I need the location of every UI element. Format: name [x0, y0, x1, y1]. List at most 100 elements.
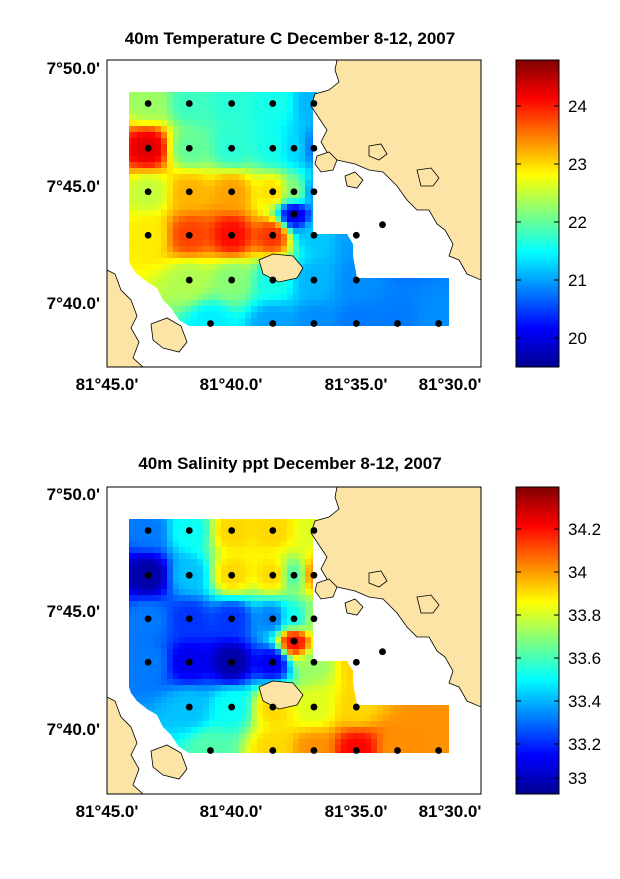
- field-cell: [215, 318, 222, 325]
- field-cell: [347, 336, 354, 343]
- field-cell: [275, 108, 282, 115]
- field-cell: [275, 210, 282, 217]
- field-cell: [425, 216, 432, 223]
- field-cell: [167, 541, 174, 548]
- field-cell: [203, 258, 210, 265]
- field-cell: [131, 559, 138, 566]
- field-cell: [329, 222, 336, 229]
- field-cell: [233, 493, 240, 500]
- field-cell: [263, 192, 270, 199]
- field-cell: [197, 66, 204, 73]
- field-cell: [167, 300, 174, 307]
- field-cell: [203, 499, 210, 506]
- field-cell: [227, 294, 234, 301]
- field-cell: [239, 240, 246, 247]
- field-cell: [395, 228, 402, 235]
- field-cell: [317, 240, 324, 247]
- field-cell: [107, 553, 114, 560]
- field-cell: [323, 613, 330, 620]
- field-cell: [197, 192, 204, 199]
- field-cell: [119, 517, 126, 524]
- field-cell: [263, 120, 270, 127]
- field-cell: [119, 204, 126, 211]
- field-cell: [227, 132, 234, 139]
- field-cell: [293, 631, 300, 638]
- field-cell: [227, 589, 234, 596]
- field-cell: [203, 348, 210, 355]
- field-cell: [125, 487, 132, 494]
- field-cell: [257, 216, 264, 223]
- field-cell: [395, 192, 402, 199]
- field-cell: [179, 198, 186, 205]
- field-cell: [215, 577, 222, 584]
- field-cell: [371, 306, 378, 313]
- field-cell: [323, 180, 330, 187]
- field-cell: [263, 541, 270, 548]
- field-cell: [371, 186, 378, 193]
- field-cell: [155, 204, 162, 211]
- field-cell: [269, 156, 276, 163]
- field-cell: [227, 210, 234, 217]
- field-cell: [173, 559, 180, 566]
- field-cell: [281, 342, 288, 349]
- field-cell: [209, 240, 216, 247]
- field-cell: [353, 204, 360, 211]
- field-cell: [197, 613, 204, 620]
- field-cell: [389, 330, 396, 337]
- field-cell: [185, 607, 192, 614]
- field-cell: [131, 619, 138, 626]
- field-cell: [167, 535, 174, 542]
- field-cell: [113, 565, 120, 572]
- field-cell: [149, 222, 156, 229]
- field-cell: [167, 138, 174, 145]
- field-cell: [305, 138, 312, 145]
- field-cell: [131, 607, 138, 614]
- field-cell: [203, 288, 210, 295]
- field-cell: [245, 240, 252, 247]
- field-cell: [119, 511, 126, 518]
- field-cell: [287, 324, 294, 326]
- field-cell: [149, 270, 156, 277]
- field-cell: [365, 282, 372, 289]
- field-cell: [293, 138, 300, 145]
- field-cell: [173, 505, 180, 512]
- field-cell: [191, 138, 198, 145]
- field-cell: [335, 330, 342, 337]
- field-cell: [167, 625, 174, 632]
- field-cell: [179, 589, 186, 596]
- field-cell: [149, 583, 156, 590]
- field-cell: [311, 264, 318, 271]
- field-cell: [149, 565, 156, 572]
- field-cell: [209, 102, 216, 109]
- field-cell: [173, 547, 180, 554]
- field-cell: [269, 360, 276, 367]
- field-cell: [287, 126, 294, 133]
- field-cell: [359, 318, 366, 325]
- field-cell: [131, 541, 138, 548]
- field-cell: [443, 360, 450, 367]
- field-cell: [203, 523, 210, 530]
- field-cell: [341, 246, 348, 253]
- field-cell: [257, 318, 264, 325]
- field-cell: [221, 252, 228, 259]
- field-cell: [185, 619, 192, 626]
- field-cell: [425, 288, 432, 295]
- field-cell: [395, 258, 402, 265]
- field-cell: [263, 276, 270, 283]
- field-cell: [455, 306, 462, 313]
- field-cell: [257, 631, 264, 638]
- field-cell: [119, 138, 126, 145]
- field-cell: [215, 300, 222, 307]
- field-cell: [455, 330, 462, 337]
- field-cell: [209, 60, 216, 67]
- field-cell: [257, 553, 264, 560]
- field-cell: [131, 198, 138, 205]
- field-cell: [281, 487, 288, 494]
- y-tick-label: 7°50.0': [47, 59, 100, 78]
- field-cell: [257, 324, 264, 326]
- field-cell: [239, 276, 246, 283]
- field-cell: [119, 72, 126, 79]
- field-cell: [479, 336, 486, 343]
- field-cell: [305, 240, 312, 247]
- field-cell: [383, 613, 390, 620]
